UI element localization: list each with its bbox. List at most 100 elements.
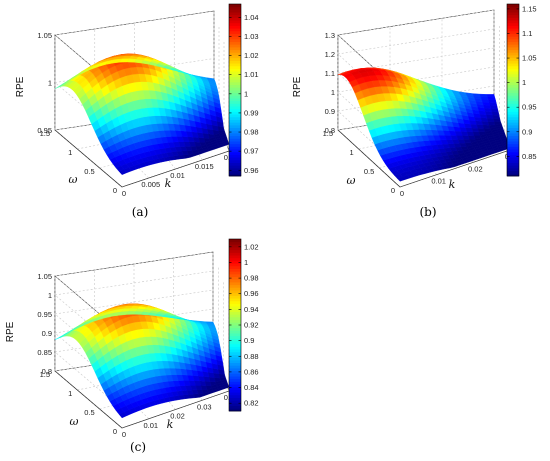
colorbar-segment <box>229 52 241 56</box>
colorbar-segment <box>229 65 241 69</box>
y-axis-label: k <box>165 177 172 190</box>
colorbar-tick-label: 1.03 <box>244 32 259 41</box>
left-edge <box>54 370 123 429</box>
colorbar-segment <box>229 98 241 102</box>
colorbar-segment <box>229 362 241 366</box>
surface <box>54 53 230 175</box>
colorbar-tick-label: 1 <box>244 258 248 267</box>
colorbar-segment <box>229 103 241 107</box>
colorbar-segment <box>229 368 241 372</box>
colorbar-segment <box>229 249 241 253</box>
colorbar-segment <box>229 284 241 288</box>
x-axis-label: ω <box>70 415 79 428</box>
y-tick-label: 0.015 <box>195 162 214 171</box>
colorbar-segment <box>507 9 519 13</box>
colorbar-segment <box>229 316 241 321</box>
colorbar-segment <box>229 20 241 24</box>
colorbar-segment <box>229 124 241 129</box>
colorbar-segment <box>507 92 519 96</box>
colorbar-segment <box>229 138 241 142</box>
colorbar-segment <box>229 257 241 261</box>
colorbar-segment <box>229 265 241 269</box>
colorbar-segment <box>507 146 519 150</box>
y-gridline <box>94 123 149 179</box>
colorbar-segment <box>229 386 241 390</box>
colorbar-tick-label: 0.82 <box>244 399 259 408</box>
colorbar-segment <box>229 119 241 123</box>
colorbar-segment <box>229 170 241 174</box>
colorbar-segment <box>229 300 241 304</box>
z-tick-label: 1 <box>331 88 335 97</box>
x-axis-label: ω <box>69 173 78 186</box>
front-edge <box>121 390 230 429</box>
colorbar-segment <box>229 276 241 280</box>
y-tick-label: 0 <box>122 430 126 439</box>
colorbar-segment <box>229 146 241 150</box>
colorbar-segment <box>507 116 519 120</box>
colorbar-segment <box>229 260 241 264</box>
colorbar-segment <box>507 17 519 21</box>
colorbar-tick-label: 1.15 <box>522 4 537 13</box>
x-tick-label: 1.5 <box>40 129 50 138</box>
colorbar-segment <box>507 60 519 64</box>
x-tick-label: 1 <box>68 148 72 157</box>
colorbar-segment <box>229 87 241 91</box>
colorbar-segment <box>229 149 241 153</box>
colorbar-segment <box>229 341 241 345</box>
colorbar-segment <box>229 255 241 259</box>
colorbar-segment <box>229 330 241 334</box>
x-tick-label: 0 <box>113 186 117 195</box>
colorbar-segment <box>229 159 241 163</box>
colorbar-segment <box>507 6 519 10</box>
colorbar-segment <box>229 287 241 291</box>
colorbar-segment <box>229 338 241 342</box>
colorbar-segment <box>229 402 241 407</box>
colorbar-segment <box>229 292 241 296</box>
z-gridline <box>54 327 214 410</box>
surface-patch <box>205 321 215 324</box>
y-axis-label: k <box>449 178 456 191</box>
colorbar-segment <box>229 167 241 172</box>
colorbar-segment <box>507 119 519 123</box>
colorbar-segment <box>507 122 519 126</box>
surface-patch <box>492 114 501 119</box>
colorbar-segment <box>229 111 241 115</box>
colorbar-segment <box>507 143 519 147</box>
colorbar-segment <box>229 271 241 275</box>
colorbar-segment <box>229 378 241 382</box>
colorbar-segment <box>229 335 241 339</box>
z-tick-label: 0.95 <box>37 126 52 135</box>
surface-patch <box>493 118 501 123</box>
surface-patch <box>488 99 497 103</box>
colorbar-segment <box>507 14 519 18</box>
x-tick-label: 0.5 <box>84 408 94 417</box>
colorbar-segment <box>229 63 241 67</box>
surface-patch <box>481 121 490 126</box>
colorbar-segment <box>229 108 241 112</box>
surface-patch <box>487 96 496 101</box>
panel-caption: (b) <box>419 205 436 219</box>
z-tick-label: 0.95 <box>37 310 52 319</box>
colorbar-segment <box>229 57 241 61</box>
colorbar-segment <box>229 282 241 286</box>
colorbar-segment <box>229 327 241 331</box>
colorbar-segment <box>229 22 241 26</box>
colorbar-segment <box>507 81 519 86</box>
colorbar-segment <box>507 44 519 48</box>
z-tick-label: 0.8 <box>325 126 335 135</box>
colorbar-segment <box>229 41 241 45</box>
surface-patch <box>489 105 498 110</box>
colorbar-segment <box>229 79 241 83</box>
colorbar-segment <box>229 106 241 110</box>
colorbar-segment <box>229 325 241 329</box>
z-tick-label: 1.2 <box>325 50 335 59</box>
colorbar-segment <box>229 71 241 75</box>
colorbar-tick-label: 0.86 <box>244 367 259 376</box>
colorbar-segment <box>507 71 519 75</box>
colorbar-segment <box>229 346 241 350</box>
colorbar-segment <box>507 79 519 83</box>
z-tick-label: 1.05 <box>37 272 52 281</box>
colorbar-segment <box>507 124 519 129</box>
colorbar-segment <box>229 241 241 245</box>
